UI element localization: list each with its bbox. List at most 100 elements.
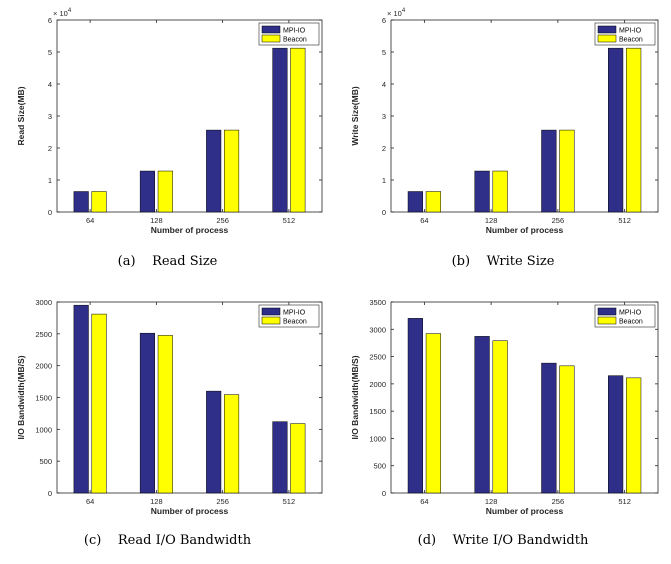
y-axis-label: I/O Bandwidth(MB/S) [16,355,26,439]
caption-tag: (b) [451,254,471,269]
y-tick-label: 2000 [369,380,386,389]
bar-mpi-io-512 [272,47,288,213]
y-tick-label: 1000 [35,425,52,434]
x-axis-label: Number of process [151,506,229,516]
bar-beacon-64 [91,313,107,494]
legend-label: MPI-IO [283,27,306,34]
x-axis-label: Number of process [151,225,229,235]
y-axis-label: Read Size(MB) [16,86,26,145]
y-axis-label: I/O Bandwidth(MB/S) [350,355,360,439]
legend-swatch [597,34,617,43]
y-tick-label: 0 [382,208,386,217]
bar-mpi-io-512 [608,47,624,213]
chart-panel-c: 0 500 1000 1500 2000 2500 3000 64 128 256 512 Numbe… [0,288,335,564]
y-tick-label: 2500 [369,353,386,362]
bar-mpi-io-128 [474,170,490,213]
bar-mpi-io-256 [206,390,222,494]
x-axis-label: Number of process [486,225,564,235]
caption-text: Read Size [152,254,218,269]
bar-mpi-io-512 [272,421,288,494]
bar-beacon-64 [425,191,441,213]
caption-write-size: (b) Write Size [335,254,671,269]
y-tick-label: 3000 [35,298,52,307]
y-tick-label: 3 [48,112,52,121]
legend-label: Beacon [619,318,643,325]
x-tick-label: 128 [485,497,498,506]
bar-mpi-io-512 [608,375,624,494]
chart-write-bandwidth: 0 500 1000 1500 2000 2500 3000 3500 64 128 256 512 N… [350,298,659,516]
bar-beacon-256 [559,365,575,494]
legend-swatch [261,316,281,325]
y-tick-label: 5 [382,48,386,57]
legend-label: MPI-IO [619,309,642,316]
bar-mpi-io-64 [73,191,89,213]
y-tick-label: 6 [48,16,52,25]
y-tick-label: 0 [48,489,52,498]
y-exponent-label: × 104 [387,8,406,18]
bar-mpi-io-128 [474,336,490,494]
y-tick-label: 1500 [369,407,386,416]
y-tick-label: 2000 [35,362,52,371]
caption-read-bandwidth: (c) Read I/O Bandwidth [0,533,335,548]
x-tick-label: 128 [150,497,163,506]
y-tick-label: 4 [48,80,52,89]
caption-tag: (d) [417,533,437,548]
y-tick-label: 1 [48,176,52,185]
y-tick-label: 1500 [35,394,52,403]
y-tick-label: 2 [382,144,386,153]
chart-read-size: 0 1 2 3 4 5 6× 104 64 128 256 512 Number of process… [16,8,323,235]
bar-beacon-128 [492,170,508,213]
bar-mpi-io-64 [407,318,423,494]
y-tick-label: 500 [373,462,386,471]
legend-swatch [597,25,617,34]
bar-mpi-io-256 [541,362,557,494]
y-tick-label: 3500 [369,298,386,307]
bar-beacon-512 [626,47,642,213]
bar-beacon-512 [290,47,306,213]
bar-beacon-256 [224,394,240,494]
bar-mpi-io-128 [139,332,155,494]
bar-beacon-256 [559,129,575,213]
legend-label: MPI-IO [283,309,306,316]
bar-beacon-128 [492,340,508,494]
caption-tag: (a) [117,254,136,269]
bar-beacon-64 [91,191,107,213]
caption-tag: (c) [83,533,102,548]
bar-mpi-io-256 [206,129,222,213]
y-tick-label: 3000 [369,325,386,334]
bar-beacon-128 [157,170,173,213]
legend-swatch [597,316,617,325]
y-tick-label: 4 [382,80,386,89]
bar-mpi-io-128 [139,170,155,213]
x-tick-label: 128 [485,216,498,225]
y-tick-label: 1000 [369,434,386,443]
chart-panel-b: 0 1 2 3 4 5 6 × 104 64 128 256 512 Number of process… [335,0,671,282]
y-tick-label: 2 [48,144,52,153]
x-tick-label: 512 [618,497,631,506]
legend-swatch [261,34,281,43]
y-tick-label: 0 [48,208,52,217]
y-tick-label: 2500 [35,330,52,339]
x-tick-label: 512 [283,216,296,225]
y-tick-label: 5 [48,48,52,57]
y-tick-label: 3 [382,112,386,121]
x-axis-label: Number of process [486,506,564,516]
y-tick-label: 500 [39,457,52,466]
chart-panel-a: 0 1 2 3 4 5 6 × 104 64 128 256 512 Number of process… [0,0,335,282]
y-tick-label: 0 [382,489,386,498]
chart-read-bandwidth: 0 500 1000 1500 2000 2500 3000 64 128 256 512 Numbe… [16,298,323,516]
legend-label: Beacon [619,36,643,43]
bar-mpi-io-256 [541,129,557,213]
x-tick-label: 64 [420,216,428,225]
y-axis-label: Write Size(MB) [350,86,360,146]
bar-mpi-io-64 [73,304,89,494]
caption-read-size: (a) Read Size [0,254,335,269]
legend-swatch [597,307,617,316]
bar-beacon-512 [626,377,642,494]
bar-beacon-512 [290,423,306,494]
bar-beacon-256 [224,129,240,213]
legend-swatch [261,307,281,316]
caption-text: Write Size [486,254,555,269]
y-tick-label: 1 [382,176,386,185]
x-tick-label: 64 [86,216,94,225]
